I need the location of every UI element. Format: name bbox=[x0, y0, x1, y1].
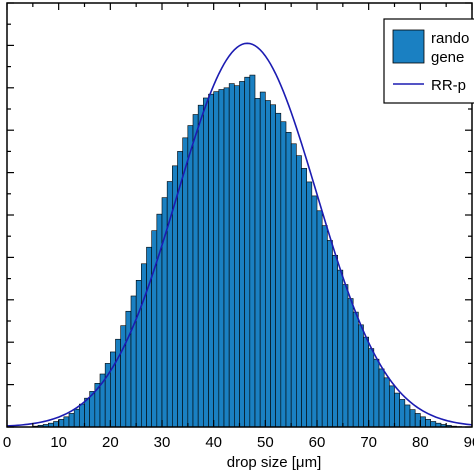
histogram-bar bbox=[363, 336, 369, 428]
histogram-bar bbox=[125, 310, 132, 428]
legend-label-rr-pdf: RR-p bbox=[431, 77, 466, 94]
rr-pdf-curve bbox=[6, 42, 473, 427]
histogram-bar bbox=[197, 104, 204, 428]
histogram-bar bbox=[192, 114, 199, 428]
histogram-bar bbox=[203, 97, 209, 428]
histogram-bar bbox=[280, 121, 287, 428]
x-tick-label: 10 bbox=[50, 434, 67, 451]
histogram-bar bbox=[389, 385, 395, 428]
histogram-bar bbox=[378, 368, 385, 428]
histogram-bar bbox=[58, 419, 65, 428]
histogram-bar bbox=[254, 98, 261, 428]
histogram-bar bbox=[368, 348, 375, 428]
histogram-bar bbox=[430, 421, 437, 428]
histogram-bar bbox=[141, 263, 147, 428]
histogram-bar bbox=[296, 155, 302, 428]
histogram-bar bbox=[301, 168, 307, 428]
histogram-bar bbox=[352, 311, 359, 428]
histogram-bar bbox=[327, 240, 333, 428]
legend-label-random-2: gene bbox=[431, 49, 464, 66]
histogram-bar bbox=[79, 403, 85, 428]
histogram-bar bbox=[249, 74, 256, 428]
x-tick-label: 50 bbox=[257, 434, 274, 451]
axis-ticks bbox=[6, 2, 473, 428]
histogram-bar bbox=[208, 93, 214, 428]
histogram-bar bbox=[399, 399, 406, 428]
histogram-bar bbox=[234, 85, 240, 428]
legend-bar-swatch bbox=[392, 29, 425, 64]
histogram-bar bbox=[68, 413, 75, 428]
histogram-bar bbox=[120, 325, 127, 428]
histogram-bar bbox=[332, 254, 338, 428]
x-tick-label: 40 bbox=[205, 434, 222, 451]
histogram-bar bbox=[358, 324, 364, 428]
histogram-bar bbox=[218, 89, 225, 428]
x-tick-label: 20 bbox=[102, 434, 119, 451]
histogram-bar bbox=[306, 181, 313, 428]
x-tick-label: 0 bbox=[3, 434, 11, 451]
histogram-bar bbox=[182, 137, 189, 428]
histogram-bar bbox=[228, 83, 235, 428]
x-tick-labels: 0 10 20 30 40 50 60 70 80 90 bbox=[3, 434, 474, 451]
histogram-bar bbox=[420, 416, 426, 428]
histogram-bar bbox=[404, 404, 411, 428]
histogram-bar bbox=[316, 210, 323, 428]
histogram-bar bbox=[311, 195, 318, 428]
legend: rando gene RR-p bbox=[383, 18, 474, 104]
histogram-bar bbox=[239, 81, 245, 428]
histogram-bar bbox=[73, 408, 80, 428]
x-tick-label: 80 bbox=[412, 434, 429, 451]
legend-label-random-1: rando bbox=[431, 30, 469, 47]
histogram-bar bbox=[321, 225, 328, 428]
histogram-bar bbox=[347, 298, 354, 428]
x-tick-label: 30 bbox=[154, 434, 171, 451]
x-tick-label: 70 bbox=[360, 434, 377, 451]
histogram-bar bbox=[213, 91, 220, 428]
x-axis-label: drop size [μm] bbox=[227, 454, 322, 471]
histogram-bar bbox=[135, 279, 142, 428]
histogram-bars bbox=[32, 74, 462, 428]
histogram-bar bbox=[409, 409, 416, 428]
histogram-bar bbox=[342, 284, 349, 428]
x-tick-label: 90 bbox=[464, 434, 474, 451]
histogram-bar bbox=[223, 87, 230, 428]
histogram-bar bbox=[151, 230, 158, 428]
histogram-bar bbox=[146, 246, 152, 428]
histogram-bar bbox=[270, 104, 276, 428]
histogram-bar bbox=[187, 125, 194, 428]
histogram-bar bbox=[115, 338, 121, 428]
histogram-bar bbox=[337, 269, 344, 428]
x-tick-label: 60 bbox=[309, 434, 326, 451]
histogram-bar bbox=[394, 392, 400, 428]
histogram-bar bbox=[53, 421, 59, 428]
histogram-bar bbox=[373, 358, 380, 428]
histogram-bar bbox=[285, 132, 292, 428]
histogram-bar bbox=[130, 295, 137, 428]
histogram-bar bbox=[275, 112, 282, 428]
histogram-bar bbox=[425, 419, 431, 428]
histogram-bar bbox=[414, 413, 421, 428]
histogram-bar bbox=[84, 397, 90, 428]
histogram-bar bbox=[259, 91, 266, 428]
histogram-bar bbox=[290, 143, 297, 428]
histogram-bar bbox=[244, 76, 251, 428]
histogram-bar bbox=[383, 377, 390, 428]
histogram-bar bbox=[265, 100, 271, 428]
histogram-bar bbox=[63, 416, 70, 428]
